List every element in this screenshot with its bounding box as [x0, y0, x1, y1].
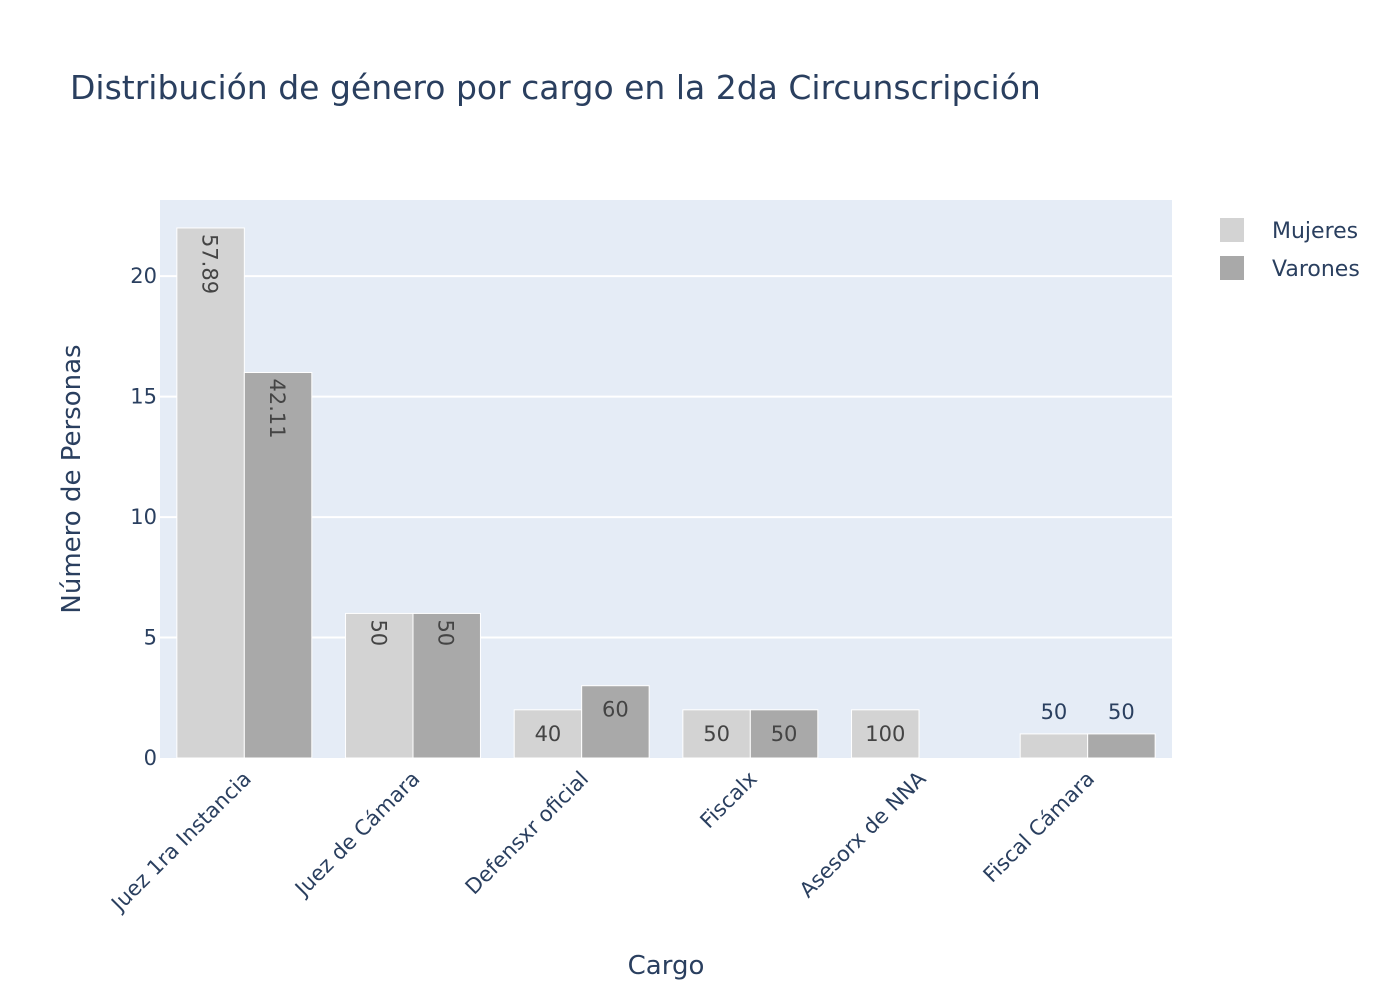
bars: [176, 227, 1156, 759]
legend-label-varones[interactable]: Varones: [1272, 257, 1360, 282]
bar-value-label: 60: [602, 698, 629, 722]
bar-value-label: 50: [1041, 700, 1068, 724]
bar-varones[interactable]: [1087, 733, 1156, 759]
bar-value-label: 50: [771, 722, 798, 746]
bar-value-label: 57.89: [198, 234, 222, 294]
gridlines: [160, 275, 1172, 639]
x-tick-label: Fiscalx: [695, 767, 761, 833]
bar-mujeres[interactable]: [176, 227, 245, 759]
plot-area: [160, 200, 1172, 758]
bar-value-label: 40: [535, 722, 562, 746]
bar-mujeres[interactable]: [513, 709, 583, 759]
y-tick-label: 0: [144, 746, 157, 770]
y-tick-label: 10: [130, 505, 157, 529]
x-axis-title: Cargo: [628, 951, 705, 981]
legend-swatch-mujeres[interactable]: [1220, 218, 1244, 242]
bar-value-label: 50: [434, 619, 458, 646]
bar-mujeres[interactable]: [851, 709, 920, 759]
bar-varones[interactable]: [243, 372, 313, 759]
bar-value-label: 50: [1108, 700, 1135, 724]
x-axis-ticks: Juez 1ra Instancia Juez de Cámara Defensxr…: [105, 766, 1099, 917]
bar-varones[interactable]: [581, 685, 650, 759]
bar-value-label: 50: [366, 619, 390, 646]
y-tick-label: 5: [144, 626, 157, 650]
y-tick-label: 20: [130, 264, 157, 288]
bar-mujeres[interactable]: [345, 612, 414, 759]
bar-varones[interactable]: [412, 612, 481, 759]
x-tick-label: Juez de Cámara: [289, 767, 424, 902]
legend[interactable]: Mujeres Varones: [1220, 218, 1360, 282]
legend-label-mujeres[interactable]: Mujeres: [1272, 219, 1358, 244]
x-tick-label: Juez 1ra Instancia: [105, 767, 255, 917]
y-tick-label: 15: [130, 385, 157, 409]
x-tick-label: Fiscal Cámara: [979, 767, 1100, 888]
legend-swatch-varones[interactable]: [1220, 256, 1244, 280]
bar-varones[interactable]: [749, 709, 819, 759]
y-axis-ticks: 0 5 10 15 20: [130, 264, 157, 770]
bar-mujeres[interactable]: [1019, 733, 1089, 759]
bar-value-label: 100: [865, 722, 905, 746]
chart-title: Distribución de género por cargo en la 2…: [70, 68, 1041, 107]
bar-labels: 57.89 42.11 50 50 40 60 50 50 100 50 50: [198, 234, 1135, 746]
x-tick-label: Defensxr oficial: [461, 767, 594, 900]
bar-value-label: 50: [703, 722, 730, 746]
bar-value-label: 42.11: [265, 379, 289, 439]
y-axis-title: Número de Personas: [57, 344, 87, 613]
x-tick-label: Asesorx de NNA: [795, 766, 931, 902]
